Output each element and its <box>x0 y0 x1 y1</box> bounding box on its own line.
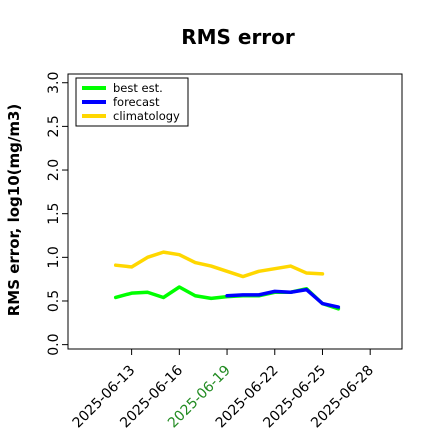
y-axis: 0.0 0.5 1.0 1.5 2.0 2.5 3.0 <box>46 72 68 356</box>
legend-label: best est. <box>113 81 163 95</box>
series-layer <box>113 250 341 311</box>
y-tick-label: 1.5 <box>46 203 62 225</box>
plot-frame <box>67 73 403 350</box>
y-tick-label: 1.0 <box>46 246 62 268</box>
series-line-climatology <box>113 250 325 279</box>
y-tick-label: 2.5 <box>46 115 62 137</box>
chart-title: RMS error <box>181 25 295 49</box>
y-tick-label: 2.0 <box>46 159 62 181</box>
x-axis: 2025-06-132025-06-162025-06-192025-06-22… <box>70 349 377 431</box>
legend-label: forecast <box>113 95 160 109</box>
y-tick-label: 3.0 <box>46 72 62 94</box>
series-line-forecast <box>225 287 341 309</box>
y-tick-label: 0.5 <box>46 290 62 312</box>
y-tick-label: 0.0 <box>46 334 62 356</box>
y-axis-label: RMS error, log10(mg/m3) <box>5 104 23 317</box>
legend-label: climatology <box>113 109 180 123</box>
